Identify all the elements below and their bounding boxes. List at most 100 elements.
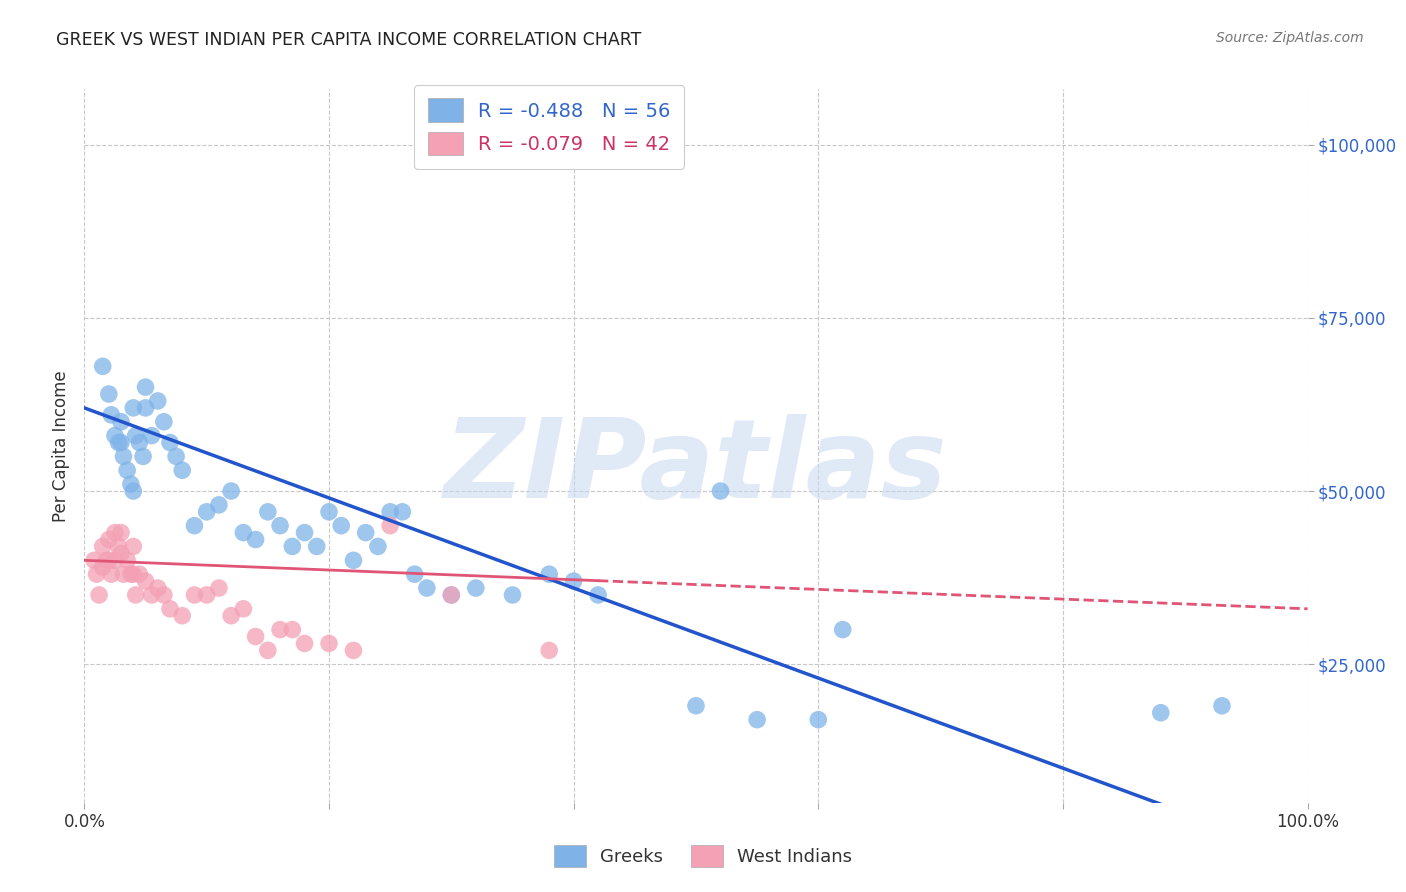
Point (294, 525, 316, 540)
Legend: Greeks, West Indians: Greeks, West Indians (547, 838, 859, 874)
Point (110, 415, 132, 429)
Point (318, 505, 340, 519)
Point (380, 505, 402, 519)
Point (100, 408, 122, 422)
Point (502, 588, 524, 602)
Point (245, 533, 267, 547)
Point (195, 588, 218, 602)
Point (305, 540, 328, 554)
Point (135, 401, 157, 415)
Point (219, 608, 242, 623)
Point (122, 567, 145, 582)
Point (440, 588, 463, 602)
Point (709, 483, 731, 498)
Point (183, 588, 205, 602)
Point (115, 463, 138, 477)
Point (195, 505, 218, 519)
Point (91, 560, 114, 574)
Point (208, 498, 231, 512)
Y-axis label: Per Capita Income: Per Capita Income (52, 370, 70, 522)
Point (404, 567, 426, 582)
Point (107, 540, 129, 554)
Point (122, 401, 145, 415)
Point (128, 567, 150, 582)
Point (208, 581, 231, 595)
Point (538, 643, 561, 657)
Point (165, 450, 187, 464)
Point (141, 588, 163, 602)
Text: GREEK VS WEST INDIAN PER CAPITA INCOME CORRELATION CHART: GREEK VS WEST INDIAN PER CAPITA INCOME C… (56, 31, 641, 49)
Point (104, 525, 127, 540)
Point (342, 553, 364, 567)
Point (83, 553, 105, 567)
Legend: R = -0.488   N = 56, R = -0.079   N = 42: R = -0.488 N = 56, R = -0.079 N = 42 (415, 85, 685, 169)
Point (831, 623, 853, 637)
Point (107, 435, 129, 450)
Point (391, 505, 413, 519)
Text: Source: ZipAtlas.com: Source: ZipAtlas.com (1216, 31, 1364, 45)
Point (86, 567, 108, 582)
Point (135, 380, 157, 394)
Point (1211, 698, 1233, 713)
Point (318, 636, 340, 650)
Point (172, 463, 194, 477)
Point (586, 588, 609, 602)
Point (91, 359, 114, 374)
Point (538, 567, 561, 582)
Point (183, 518, 205, 533)
Point (281, 623, 304, 637)
Point (112, 567, 135, 582)
Point (125, 428, 148, 442)
Point (416, 581, 439, 595)
Point (115, 553, 138, 567)
Point (128, 435, 150, 450)
Point (120, 477, 142, 491)
Point (153, 415, 176, 429)
Point (141, 428, 163, 442)
Point (97, 387, 120, 401)
Point (380, 518, 402, 533)
Point (97, 533, 120, 547)
Point (122, 483, 145, 498)
Point (685, 698, 707, 713)
Point (257, 505, 280, 519)
Point (281, 540, 304, 554)
Point (87, 588, 110, 602)
Text: ZIPatlas: ZIPatlas (444, 414, 948, 521)
Point (354, 525, 377, 540)
Point (110, 546, 132, 560)
Point (269, 623, 291, 637)
Point (1150, 706, 1173, 720)
Point (96, 553, 118, 567)
Point (159, 435, 181, 450)
Point (257, 643, 280, 657)
Point (125, 588, 148, 602)
Point (232, 602, 254, 616)
Point (97, 553, 120, 567)
Point (110, 525, 132, 540)
Point (562, 574, 585, 588)
Point (232, 525, 254, 540)
Point (269, 518, 291, 533)
Point (294, 636, 316, 650)
Point (159, 602, 181, 616)
Point (104, 553, 127, 567)
Point (146, 394, 169, 409)
Point (135, 574, 157, 588)
Point (110, 435, 132, 450)
Point (172, 608, 194, 623)
Point (153, 588, 176, 602)
Point (342, 643, 364, 657)
Point (330, 518, 353, 533)
Point (747, 713, 769, 727)
Point (807, 713, 830, 727)
Point (104, 428, 127, 442)
Point (245, 630, 267, 644)
Point (367, 540, 389, 554)
Point (120, 567, 142, 582)
Point (132, 450, 155, 464)
Point (112, 450, 135, 464)
Point (91, 540, 114, 554)
Point (219, 483, 242, 498)
Point (464, 581, 486, 595)
